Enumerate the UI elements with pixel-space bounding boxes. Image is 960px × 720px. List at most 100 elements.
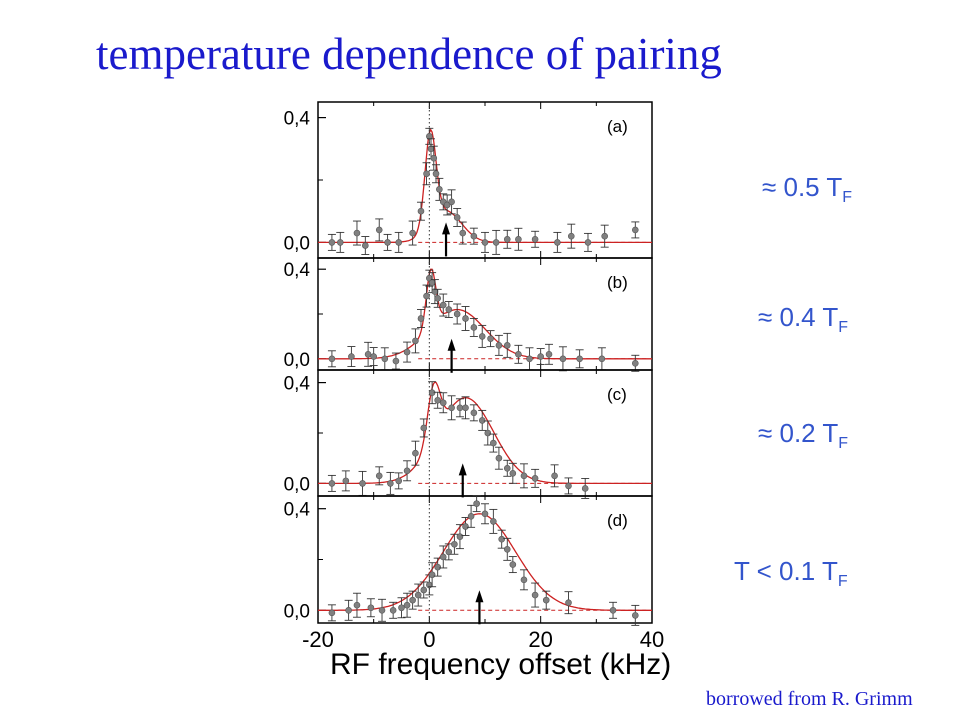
data-point-2-19	[495, 454, 503, 462]
data-point-3-28	[542, 596, 550, 604]
data-point-1-6	[403, 348, 411, 356]
y-tick-label-1-0: 0,0	[284, 350, 310, 371]
data-point-0-3	[362, 242, 369, 249]
data-point-2-1	[342, 477, 350, 485]
data-point-2-17	[484, 429, 492, 437]
x-tick-label-3: 40	[640, 627, 664, 652]
data-point-1-14	[439, 301, 447, 309]
temperature-label-b: ≈ 0.4 TF	[758, 302, 849, 336]
data-point-0-11	[427, 145, 435, 153]
data-point-1-4	[381, 355, 389, 363]
data-point-2-14	[462, 404, 469, 412]
data-point-0-22	[492, 239, 500, 246]
data-point-2-11	[439, 399, 447, 407]
data-point-2-16	[478, 417, 486, 424]
data-point-3-25	[509, 561, 517, 568]
data-point-0-17	[448, 198, 455, 206]
data-point-2-7	[412, 449, 419, 457]
data-point-2-24	[551, 472, 558, 480]
data-point-3-21	[481, 510, 489, 518]
temperature-label-a: ≈ 0.5 TF	[762, 172, 853, 206]
data-point-0-18	[453, 214, 461, 221]
data-point-2-4	[387, 480, 394, 487]
data-point-0-9	[423, 170, 430, 178]
data-point-2-25	[565, 482, 572, 490]
y-tick-label-1-1: 0,4	[284, 260, 311, 281]
data-point-2-8	[420, 424, 428, 432]
data-point-0-19	[459, 229, 467, 237]
data-point-3-4	[378, 606, 386, 614]
data-point-1-13	[434, 295, 441, 302]
pairing-arrow-head-1	[447, 338, 456, 351]
data-point-3-9	[414, 591, 422, 599]
fit-curve-3	[318, 513, 652, 611]
pairing-arrow-head-3	[475, 590, 484, 603]
panel-label-3: (d)	[607, 511, 628, 530]
data-point-1-15	[445, 306, 453, 313]
data-point-1-25	[537, 353, 544, 360]
data-point-1-5	[392, 357, 400, 365]
data-point-0-29	[601, 232, 608, 240]
credit-note: borrowed from R. Grimm	[706, 688, 913, 710]
data-point-1-26	[545, 351, 553, 358]
data-point-1-2	[364, 351, 372, 358]
data-point-2-10	[434, 396, 441, 404]
data-point-3-17	[456, 533, 464, 540]
data-point-0-10	[426, 133, 433, 140]
data-point-3-18	[462, 523, 469, 530]
data-point-3-26	[520, 576, 528, 584]
data-point-2-18	[490, 439, 497, 447]
data-point-1-11	[428, 279, 436, 286]
data-point-0-7	[409, 229, 416, 237]
temperature-label-c: ≈ 0.2 TF	[758, 418, 849, 452]
data-point-0-16	[443, 201, 451, 209]
data-point-1-3	[370, 353, 377, 360]
x-tick-label-2: 20	[528, 627, 552, 652]
data-point-2-5	[395, 477, 403, 485]
data-point-3-7	[403, 601, 411, 609]
data-point-1-24	[526, 355, 533, 363]
data-point-1-16	[453, 310, 461, 318]
y-tick-label-3-0: 0,0	[284, 601, 310, 622]
y-tick-label-0-1: 0,4	[284, 109, 311, 130]
panel-label-1: (b)	[607, 273, 628, 292]
data-point-3-15	[445, 548, 453, 556]
data-point-1-30	[631, 359, 639, 367]
data-point-1-20	[487, 335, 494, 342]
data-point-2-6	[403, 467, 411, 475]
data-point-2-15	[470, 409, 478, 417]
data-point-1-27	[559, 355, 567, 363]
data-point-3-6	[398, 604, 405, 612]
data-point-1-29	[598, 355, 606, 363]
temperature-label-d: T < 0.1 TF	[734, 556, 848, 590]
data-point-3-31	[631, 612, 639, 619]
data-point-3-2	[353, 601, 361, 609]
data-point-2-26	[581, 485, 589, 492]
data-point-1-19	[478, 333, 486, 340]
data-point-3-29	[565, 599, 572, 606]
data-point-0-27	[567, 232, 575, 240]
data-point-3-27	[531, 591, 539, 599]
data-point-1-22	[503, 342, 511, 349]
panel-label-0: (a)	[607, 117, 628, 136]
data-point-2-22	[520, 472, 528, 480]
data-point-2-12	[448, 404, 455, 412]
data-point-0-8	[417, 207, 425, 215]
panel-label-2: (c)	[607, 385, 627, 404]
data-point-0-6	[395, 239, 403, 246]
data-point-1-1	[348, 353, 355, 360]
data-point-2-23	[531, 475, 539, 482]
data-point-3-14	[439, 553, 447, 561]
x-tick-label-0: -20	[302, 627, 334, 652]
data-point-0-13	[432, 170, 440, 178]
data-point-1-28	[576, 355, 583, 363]
data-point-3-1	[345, 606, 352, 614]
data-point-0-20	[470, 232, 478, 240]
data-point-0-28	[584, 239, 592, 246]
data-point-3-13	[434, 563, 441, 571]
data-point-2-21	[509, 470, 517, 477]
data-point-3-19	[467, 513, 475, 520]
data-point-0-26	[554, 239, 561, 246]
data-point-0-5	[384, 239, 391, 246]
data-point-0-25	[531, 235, 539, 243]
